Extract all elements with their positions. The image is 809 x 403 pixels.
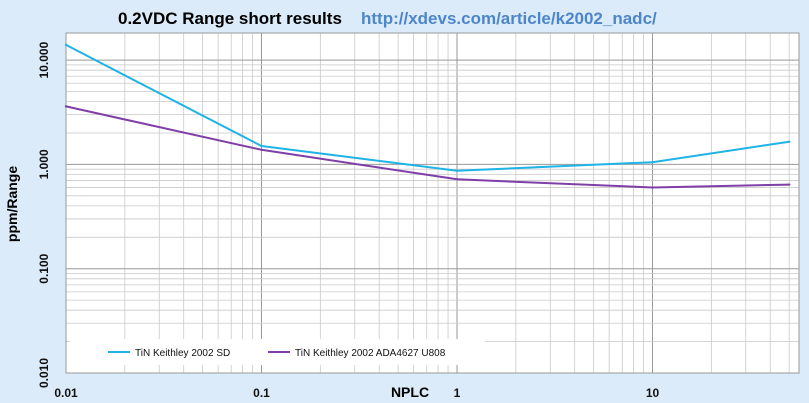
series-2-point bbox=[260, 148, 263, 152]
series-2-point bbox=[787, 183, 791, 186]
chart-subtitle-url[interactable]: http://xdevs.com/article/k2002_nadc/ bbox=[361, 9, 657, 28]
y-tick-label: 0.100 bbox=[37, 253, 51, 283]
series-1-point bbox=[64, 43, 68, 47]
series-2-point bbox=[64, 105, 68, 108]
legend: TiN Keithley 2002 SD TiN Keithley 2002 AD… bbox=[70, 339, 485, 365]
series-2-point bbox=[455, 178, 459, 181]
y-tick-label: 10.000 bbox=[37, 41, 51, 78]
chart-title: 0.2VDC Range short results bbox=[118, 9, 342, 28]
y-tick-label: 0.010 bbox=[37, 358, 51, 388]
x-tick-label: 0.1 bbox=[253, 386, 270, 400]
series-1-point bbox=[787, 140, 791, 143]
series-1-point bbox=[260, 144, 263, 148]
x-tick-labels: 0.01 0.1 1 10 bbox=[54, 386, 659, 400]
x-tick-label: 10 bbox=[646, 386, 660, 400]
legend-label-2: TiN Keithley 2002 ADA4627 U808 bbox=[295, 348, 446, 359]
series-1-point bbox=[651, 160, 654, 164]
series-1-point bbox=[455, 169, 459, 172]
plot-area bbox=[66, 33, 799, 373]
y-tick-labels: 0.010 0.100 1.000 10.000 bbox=[37, 41, 51, 388]
y-tick-label: 1.000 bbox=[37, 149, 51, 179]
x-tick-label: 1 bbox=[454, 386, 461, 400]
legend-label-1: TiN Keithley 2002 SD bbox=[135, 348, 230, 359]
x-tick-label: 0.01 bbox=[54, 386, 78, 400]
plot-border bbox=[65, 32, 800, 374]
series-layer bbox=[64, 43, 791, 189]
x-axis-label: NPLC bbox=[391, 384, 429, 400]
y-axis-label: ppm/Range bbox=[4, 166, 20, 242]
series-2-point bbox=[651, 186, 654, 189]
